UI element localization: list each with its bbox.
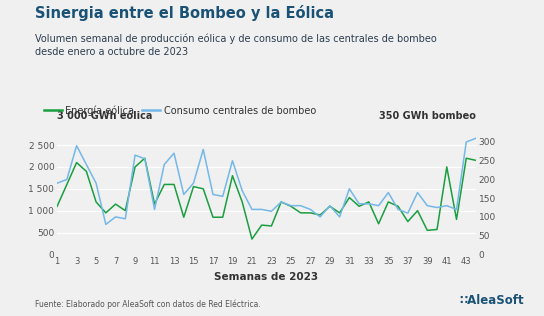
Legend: Energía eólica, Consumo centrales de bombeo: Energía eólica, Consumo centrales de bom… (40, 101, 320, 119)
Text: Volumen semanal de producción eólica y de consumo de las centrales de bombeo
des: Volumen semanal de producción eólica y d… (35, 33, 437, 57)
Text: 350 GWh bombeo: 350 GWh bombeo (379, 111, 476, 121)
Text: Sinergia entre el Bombeo y la Eólica: Sinergia entre el Bombeo y la Eólica (35, 5, 335, 21)
Text: 3 000 GWh eólica: 3 000 GWh eólica (57, 111, 152, 121)
X-axis label: Semanas de 2023: Semanas de 2023 (214, 272, 319, 282)
Text: ∷AleaSoft: ∷AleaSoft (460, 294, 524, 307)
Text: Fuente: Elaborado por AleaSoft con datos de Red Eléctrica.: Fuente: Elaborado por AleaSoft con datos… (35, 300, 261, 309)
